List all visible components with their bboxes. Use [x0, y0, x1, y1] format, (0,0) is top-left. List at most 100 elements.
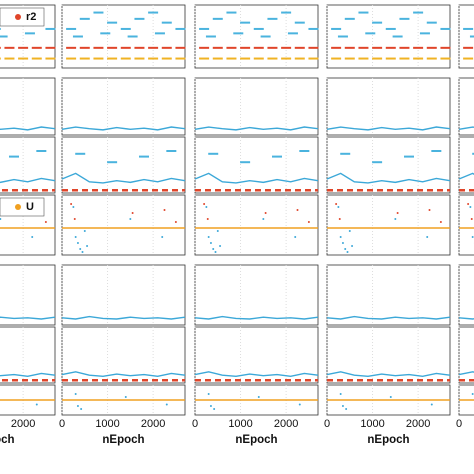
- dash-mark: [205, 35, 216, 38]
- dash-mark: [93, 11, 104, 14]
- x-axis-label: nEpoch: [367, 434, 409, 446]
- dash-mark: [93, 46, 104, 49]
- point: [83, 230, 86, 232]
- dash-mark: [331, 57, 342, 60]
- point: [79, 248, 82, 250]
- point: [174, 221, 177, 223]
- point: [428, 209, 431, 211]
- dash-mark: [79, 46, 90, 49]
- dash-mark: [139, 155, 149, 158]
- panel: [61, 194, 186, 256]
- dash-mark: [36, 150, 47, 152]
- point: [74, 393, 77, 395]
- panel: [458, 4, 474, 69]
- dash-mark: [0, 57, 1, 60]
- dash-mark: [120, 27, 131, 30]
- dash-mark: [372, 46, 383, 49]
- dash-mark: [463, 57, 474, 60]
- x-tick-label: 2000: [274, 418, 298, 430]
- dash-mark: [199, 46, 210, 49]
- point: [163, 209, 166, 211]
- point: [206, 218, 209, 220]
- point: [214, 251, 217, 253]
- dash-mark: [66, 57, 77, 60]
- dash-mark: [413, 57, 424, 60]
- dash-mark: [66, 46, 77, 49]
- series-line: [0, 126, 56, 131]
- panel: [458, 194, 474, 256]
- point: [335, 203, 338, 205]
- point: [396, 212, 399, 214]
- dash-mark: [18, 57, 29, 60]
- point: [307, 221, 310, 223]
- dash-mark: [426, 46, 437, 49]
- series-line: [0, 372, 56, 377]
- point: [339, 236, 342, 238]
- series-line: [326, 172, 451, 184]
- dash-mark: [294, 46, 305, 49]
- series-line: [194, 126, 319, 131]
- dash-mark: [413, 46, 424, 49]
- dash-mark: [79, 57, 90, 60]
- dash-mark: [392, 35, 403, 38]
- dash-mark: [253, 57, 264, 60]
- dash-mark: [344, 46, 355, 49]
- point: [80, 408, 83, 410]
- dash-mark: [413, 11, 424, 14]
- dash-mark: [340, 152, 351, 155]
- dash-mark: [107, 46, 118, 49]
- dash-mark: [358, 57, 369, 60]
- dash-mark: [72, 35, 83, 38]
- panel: [0, 77, 56, 136]
- point: [219, 245, 222, 247]
- dash-mark: [472, 152, 474, 155]
- series-line: [61, 371, 186, 377]
- dash-mark: [226, 46, 237, 49]
- panel: [0, 264, 56, 326]
- point: [389, 396, 392, 398]
- dash-mark: [372, 161, 383, 164]
- x-axis-label: nEpoch: [102, 434, 144, 446]
- point: [86, 245, 89, 247]
- dash-mark: [272, 155, 282, 158]
- dash-mark: [199, 57, 210, 60]
- dash-mark: [226, 11, 237, 14]
- point: [216, 230, 219, 232]
- dash-mark: [31, 57, 42, 60]
- point: [348, 230, 351, 232]
- point: [394, 218, 397, 220]
- dash-mark: [161, 21, 172, 24]
- dash-mark: [344, 57, 355, 60]
- dash-mark: [212, 57, 223, 60]
- dash-mark: [240, 21, 251, 24]
- dash-mark: [175, 27, 186, 30]
- dash-mark: [45, 46, 56, 49]
- point: [76, 405, 79, 407]
- dash-mark: [267, 57, 278, 60]
- x-tick-label: 2000: [11, 418, 35, 430]
- panel: [458, 77, 474, 136]
- point: [257, 396, 260, 398]
- dash-mark: [463, 27, 474, 30]
- point: [165, 403, 168, 406]
- point: [74, 236, 77, 238]
- dash-mark: [45, 27, 56, 30]
- dash-mark: [166, 150, 177, 152]
- point: [207, 236, 210, 238]
- dash-mark: [148, 46, 159, 49]
- dash-mark: [233, 32, 244, 35]
- dash-mark: [426, 57, 437, 60]
- dash-mark: [440, 27, 451, 30]
- dash-mark: [267, 17, 278, 20]
- dash-mark: [260, 35, 271, 38]
- x-axis-label: nEpoch: [0, 434, 15, 446]
- x-tick-label: 0: [456, 418, 462, 430]
- dash-mark: [24, 32, 35, 35]
- dash-mark: [365, 32, 376, 35]
- dash-mark: [161, 57, 172, 60]
- point: [351, 245, 354, 247]
- panel: [458, 136, 474, 194]
- panel: [61, 136, 186, 194]
- point: [346, 251, 349, 253]
- dash-mark: [120, 57, 131, 60]
